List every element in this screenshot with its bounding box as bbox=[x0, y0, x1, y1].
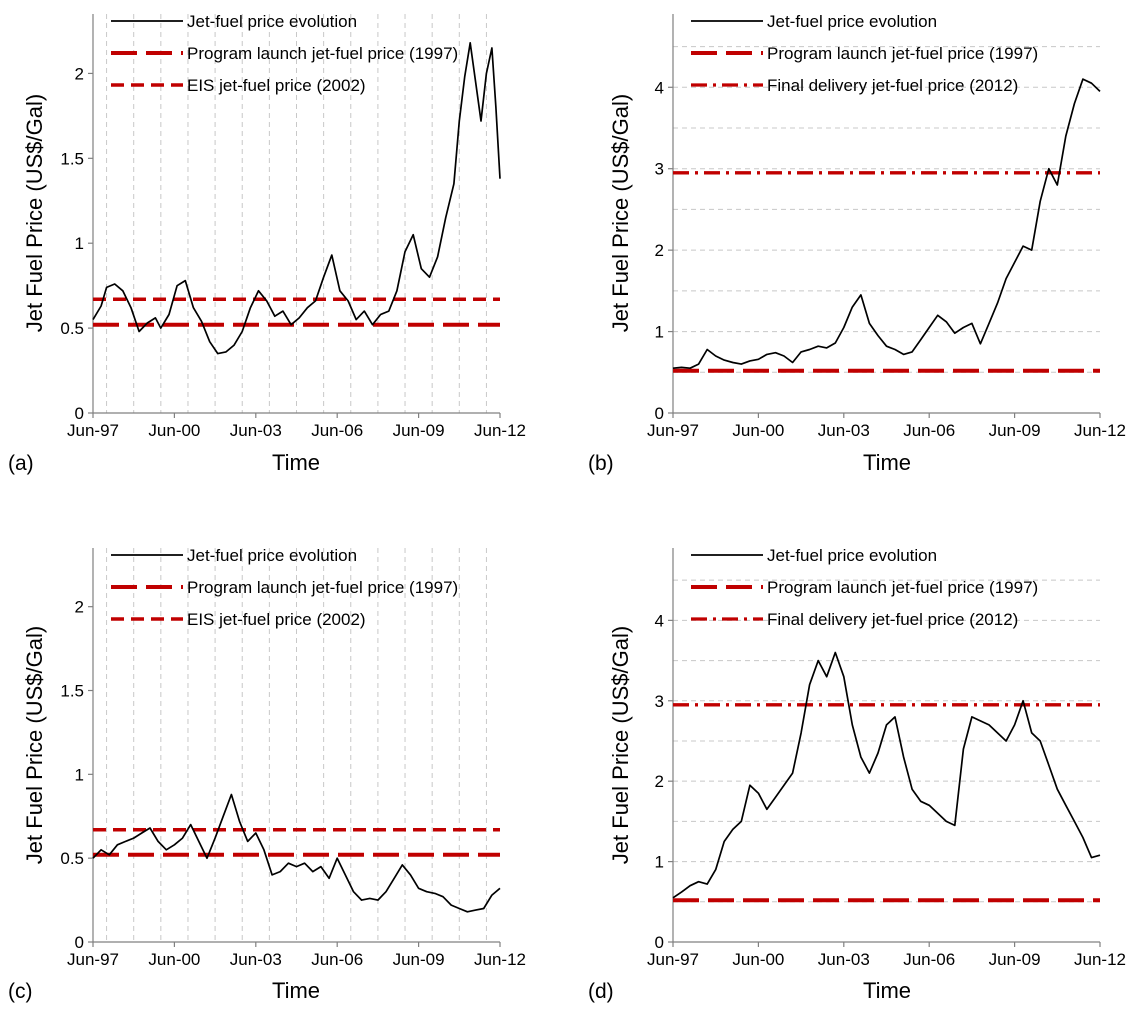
legend: Jet-fuel price evolution Program launch j… bbox=[111, 12, 458, 95]
y-tick-label: 2 bbox=[75, 598, 84, 617]
panel-d: 0 1 2 3 4 Jun-97 Jun-00 Jun-03 Jun-06 Jun-09 Jun-1… bbox=[588, 546, 1126, 1003]
x-tick-label: Jun-06 bbox=[311, 421, 363, 440]
jet-fuel-price-line bbox=[672, 78, 1101, 370]
x-tick-label: Jun-06 bbox=[903, 421, 955, 440]
legend-label: Final delivery jet-fuel price (2012) bbox=[767, 76, 1018, 95]
x-tick-label: Jun-97 bbox=[67, 950, 119, 969]
panel-c: 0 0.5 1 1.5 2 Jun-97 Jun-00 Jun-03 Jun-06 Jun-09 J… bbox=[8, 546, 526, 1003]
legend: Jet-fuel price evolution Program launch j… bbox=[691, 12, 1038, 95]
y-tick-label: 0 bbox=[655, 933, 664, 952]
panel-label: (d) bbox=[588, 980, 614, 1003]
y-axis-title: Jet Fuel Price (US$/Gal) bbox=[22, 626, 47, 864]
x-tick-label: Jun-97 bbox=[647, 421, 699, 440]
panel-label: (b) bbox=[588, 452, 614, 475]
y-tick-label: 1.5 bbox=[60, 149, 84, 168]
legend-label: Jet-fuel price evolution bbox=[187, 546, 357, 565]
x-tick-label: Jun-03 bbox=[230, 950, 282, 969]
x-tick-label: Jun-12 bbox=[1074, 421, 1126, 440]
y-tick-label: 1 bbox=[75, 765, 84, 784]
y-axis-title: Jet Fuel Price (US$/Gal) bbox=[22, 94, 47, 332]
x-axis-title: Time bbox=[272, 450, 320, 475]
y-tick-label: 0.5 bbox=[60, 319, 84, 338]
panel-b: 0 1 2 3 4 Jun-97 Jun-00 Jun-03 Jun-06 Jun-09 Jun-1… bbox=[588, 12, 1126, 475]
y-tick-label: 4 bbox=[655, 611, 664, 630]
panel-a: 0 0.5 1 1.5 2 Jun-97 Jun-00 Jun-03 Jun-06 Jun-09 J… bbox=[8, 12, 526, 475]
legend-label: Program launch jet-fuel price (1997) bbox=[187, 44, 458, 63]
x-tick-label: Jun-09 bbox=[989, 421, 1041, 440]
y-tick-label: 2 bbox=[655, 241, 664, 260]
x-axis-title: Time bbox=[863, 450, 911, 475]
y-tick-label: 1 bbox=[655, 853, 664, 872]
panel-label: (c) bbox=[8, 980, 33, 1003]
x-tick-label: Jun-12 bbox=[474, 421, 526, 440]
legend: Jet-fuel price evolution Program launch j… bbox=[691, 546, 1038, 629]
x-axis-title: Time bbox=[863, 978, 911, 1003]
jet-fuel-price-line bbox=[92, 793, 501, 913]
legend-label: Jet-fuel price evolution bbox=[767, 546, 937, 565]
x-tick-label: Jun-03 bbox=[818, 421, 870, 440]
x-tick-label: Jun-06 bbox=[903, 950, 955, 969]
y-tick-label: 1 bbox=[75, 234, 84, 253]
x-tick-label: Jun-00 bbox=[148, 950, 200, 969]
y-tick-label: 3 bbox=[655, 160, 664, 179]
y-tick-label: 1 bbox=[655, 323, 664, 342]
y-tick-label: 2 bbox=[75, 64, 84, 83]
legend-label: EIS jet-fuel price (2002) bbox=[187, 76, 366, 95]
legend-label: Final delivery jet-fuel price (2012) bbox=[767, 610, 1018, 629]
y-tick-label: 4 bbox=[655, 78, 664, 97]
x-tick-label: Jun-00 bbox=[732, 421, 784, 440]
legend-label: Program launch jet-fuel price (1997) bbox=[187, 578, 458, 597]
legend-label: Jet-fuel price evolution bbox=[767, 12, 937, 31]
jet-fuel-price-line bbox=[672, 651, 1101, 899]
y-tick-label: 3 bbox=[655, 692, 664, 711]
panel-label: (a) bbox=[8, 452, 34, 475]
y-tick-label: 1.5 bbox=[60, 682, 84, 701]
x-tick-label: Jun-09 bbox=[393, 950, 445, 969]
x-tick-label: Jun-97 bbox=[647, 950, 699, 969]
y-tick-label: 0 bbox=[655, 404, 664, 423]
y-tick-label: 2 bbox=[655, 772, 664, 791]
x-tick-label: Jun-03 bbox=[818, 950, 870, 969]
x-axis-title: Time bbox=[272, 978, 320, 1003]
y-tick-label: 0.5 bbox=[60, 849, 84, 868]
legend-label: EIS jet-fuel price (2002) bbox=[187, 610, 366, 629]
y-axis-title: Jet Fuel Price (US$/Gal) bbox=[608, 94, 633, 332]
legend: Jet-fuel price evolution Program launch j… bbox=[111, 546, 458, 629]
x-tick-label: Jun-00 bbox=[148, 421, 200, 440]
x-tick-label: Jun-03 bbox=[230, 421, 282, 440]
legend-label: Program launch jet-fuel price (1997) bbox=[767, 44, 1038, 63]
x-tick-label: Jun-09 bbox=[393, 421, 445, 440]
x-tick-label: Jun-06 bbox=[311, 950, 363, 969]
x-tick-label: Jun-12 bbox=[1074, 950, 1126, 969]
x-tick-label: Jun-12 bbox=[474, 950, 526, 969]
x-tick-label: Jun-09 bbox=[989, 950, 1041, 969]
legend-label: Program launch jet-fuel price (1997) bbox=[767, 578, 1038, 597]
x-tick-label: Jun-00 bbox=[732, 950, 784, 969]
y-axis-title: Jet Fuel Price (US$/Gal) bbox=[608, 626, 633, 864]
y-tick-label: 0 bbox=[75, 404, 84, 423]
y-tick-label: 0 bbox=[75, 933, 84, 952]
jet-fuel-price-line bbox=[92, 42, 501, 355]
legend-label: Jet-fuel price evolution bbox=[187, 12, 357, 31]
x-tick-label: Jun-97 bbox=[67, 421, 119, 440]
